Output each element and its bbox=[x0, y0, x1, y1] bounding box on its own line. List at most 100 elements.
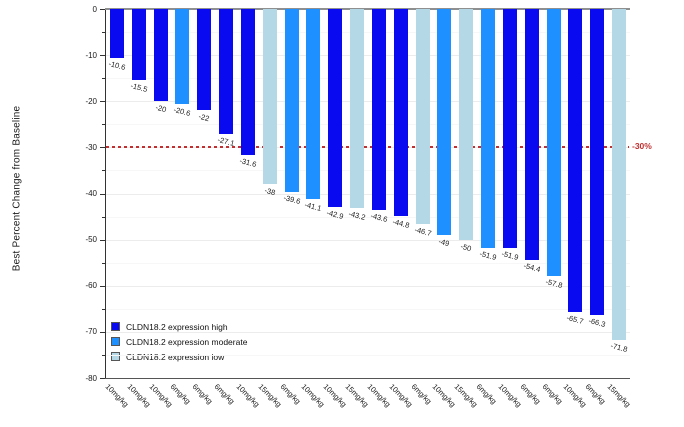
zero-baseline bbox=[105, 8, 630, 10]
bar bbox=[568, 9, 583, 313]
bar-value-label: -49 bbox=[438, 236, 451, 249]
bar bbox=[240, 9, 255, 155]
gridline bbox=[106, 193, 630, 195]
bar-value-label: -66.3 bbox=[587, 315, 607, 329]
bar bbox=[415, 9, 430, 225]
gridline bbox=[106, 239, 630, 241]
bar bbox=[459, 9, 474, 240]
y-tick bbox=[100, 55, 105, 57]
y-minor-tick bbox=[102, 354, 105, 356]
y-minor-tick bbox=[102, 262, 105, 264]
bar bbox=[153, 9, 168, 102]
gridline bbox=[106, 78, 630, 80]
bar bbox=[590, 9, 605, 315]
gridline bbox=[106, 32, 630, 34]
bar bbox=[546, 9, 561, 276]
bar-value-label: -20 bbox=[154, 103, 167, 115]
gridline bbox=[106, 331, 630, 333]
legend-item-high: CLDN18.2 expression high bbox=[111, 319, 247, 334]
bar-value-label: -51.9 bbox=[478, 249, 498, 263]
x-tick-label: 6mg/kg bbox=[540, 382, 564, 406]
y-tick-label: -20 bbox=[85, 96, 97, 106]
reference-line-label: -30% bbox=[632, 141, 652, 152]
bar-value-label: -57.8 bbox=[544, 276, 564, 290]
bar-value-label: -43.2 bbox=[347, 209, 367, 223]
bar bbox=[175, 9, 190, 105]
y-minor-tick bbox=[102, 78, 105, 80]
gridline bbox=[106, 101, 630, 103]
y-tick-label: -60 bbox=[85, 281, 97, 291]
bar-value-label: -42.9 bbox=[325, 207, 345, 221]
bar bbox=[306, 9, 321, 199]
legend-label-high: CLDN18.2 expression high bbox=[126, 321, 228, 332]
y-tick bbox=[100, 147, 105, 149]
legend-swatch-low bbox=[111, 352, 120, 361]
bar-value-label: -31.6 bbox=[238, 155, 258, 169]
bar-value-label: -46.7 bbox=[413, 225, 433, 239]
gridline bbox=[106, 124, 630, 126]
legend-label-moderate: CLDN18.2 expression moderate bbox=[126, 336, 248, 347]
bar bbox=[502, 9, 517, 249]
gridline bbox=[106, 216, 630, 218]
y-minor-tick bbox=[102, 216, 105, 218]
bar bbox=[371, 9, 386, 211]
x-tick-label: 6mg/kg bbox=[190, 382, 215, 406]
reference-line bbox=[106, 146, 629, 149]
x-axis-line bbox=[105, 378, 630, 379]
bar bbox=[109, 9, 124, 58]
bar-value-label: -39.6 bbox=[282, 192, 302, 206]
y-tick-label: 0 bbox=[92, 4, 97, 14]
bar bbox=[393, 9, 408, 216]
gridline bbox=[106, 308, 630, 310]
x-tick-label: 6mg/kg bbox=[212, 382, 237, 406]
bar-value-label: -51.9 bbox=[500, 249, 520, 263]
y-minor-tick bbox=[102, 32, 105, 34]
gridline bbox=[106, 262, 630, 264]
bar-value-label: -50 bbox=[459, 241, 473, 253]
y-tick bbox=[100, 9, 105, 10]
y-minor-tick bbox=[102, 124, 105, 126]
bar bbox=[350, 9, 365, 209]
y-tick bbox=[100, 331, 105, 333]
gridline bbox=[106, 170, 630, 172]
legend-item-low: CLDN18.2 expression low bbox=[111, 349, 247, 364]
y-minor-tick bbox=[102, 170, 105, 172]
y-tick bbox=[100, 193, 105, 195]
bar bbox=[219, 9, 234, 134]
bar bbox=[524, 9, 539, 260]
gridline bbox=[106, 55, 630, 57]
bar-value-label: -44.8 bbox=[391, 216, 411, 230]
bar-value-label: -38 bbox=[263, 186, 277, 198]
y-tick-label: -10 bbox=[85, 50, 97, 60]
bar-value-label: -22 bbox=[197, 112, 211, 124]
bar bbox=[612, 9, 627, 341]
y-tick bbox=[100, 101, 105, 103]
bar bbox=[284, 9, 299, 192]
y-tick bbox=[100, 378, 105, 379]
gridline bbox=[106, 354, 630, 356]
legend-item-moderate: CLDN18.2 expression moderate bbox=[111, 334, 247, 349]
y-axis-line bbox=[105, 9, 106, 378]
y-tick bbox=[100, 285, 105, 287]
y-tick-label: -40 bbox=[85, 189, 97, 198]
y-tick bbox=[100, 239, 105, 241]
legend-label-low: CLDN18.2 expression low bbox=[126, 351, 225, 362]
legend-swatch-high bbox=[111, 322, 120, 331]
bar bbox=[131, 9, 146, 81]
bar bbox=[328, 9, 343, 207]
gridline bbox=[106, 285, 630, 287]
y-axis-title: Best Percent Change from Baseline bbox=[11, 105, 23, 272]
bar bbox=[197, 9, 212, 111]
bar-value-label: -15.5 bbox=[129, 81, 149, 95]
bar-value-label: -71.8 bbox=[609, 341, 629, 355]
bar-value-label: -41.1 bbox=[303, 199, 323, 213]
y-tick-label: -70 bbox=[85, 327, 97, 337]
bar-value-label: -43.6 bbox=[369, 211, 389, 225]
bar-value-label: -10.6 bbox=[107, 58, 127, 72]
bar bbox=[437, 9, 452, 235]
bar bbox=[262, 9, 277, 185]
x-tick-label: 15mg/kg bbox=[605, 382, 633, 409]
y-tick-label: -80 bbox=[85, 373, 97, 383]
y-tick-label: -30 bbox=[85, 142, 97, 152]
